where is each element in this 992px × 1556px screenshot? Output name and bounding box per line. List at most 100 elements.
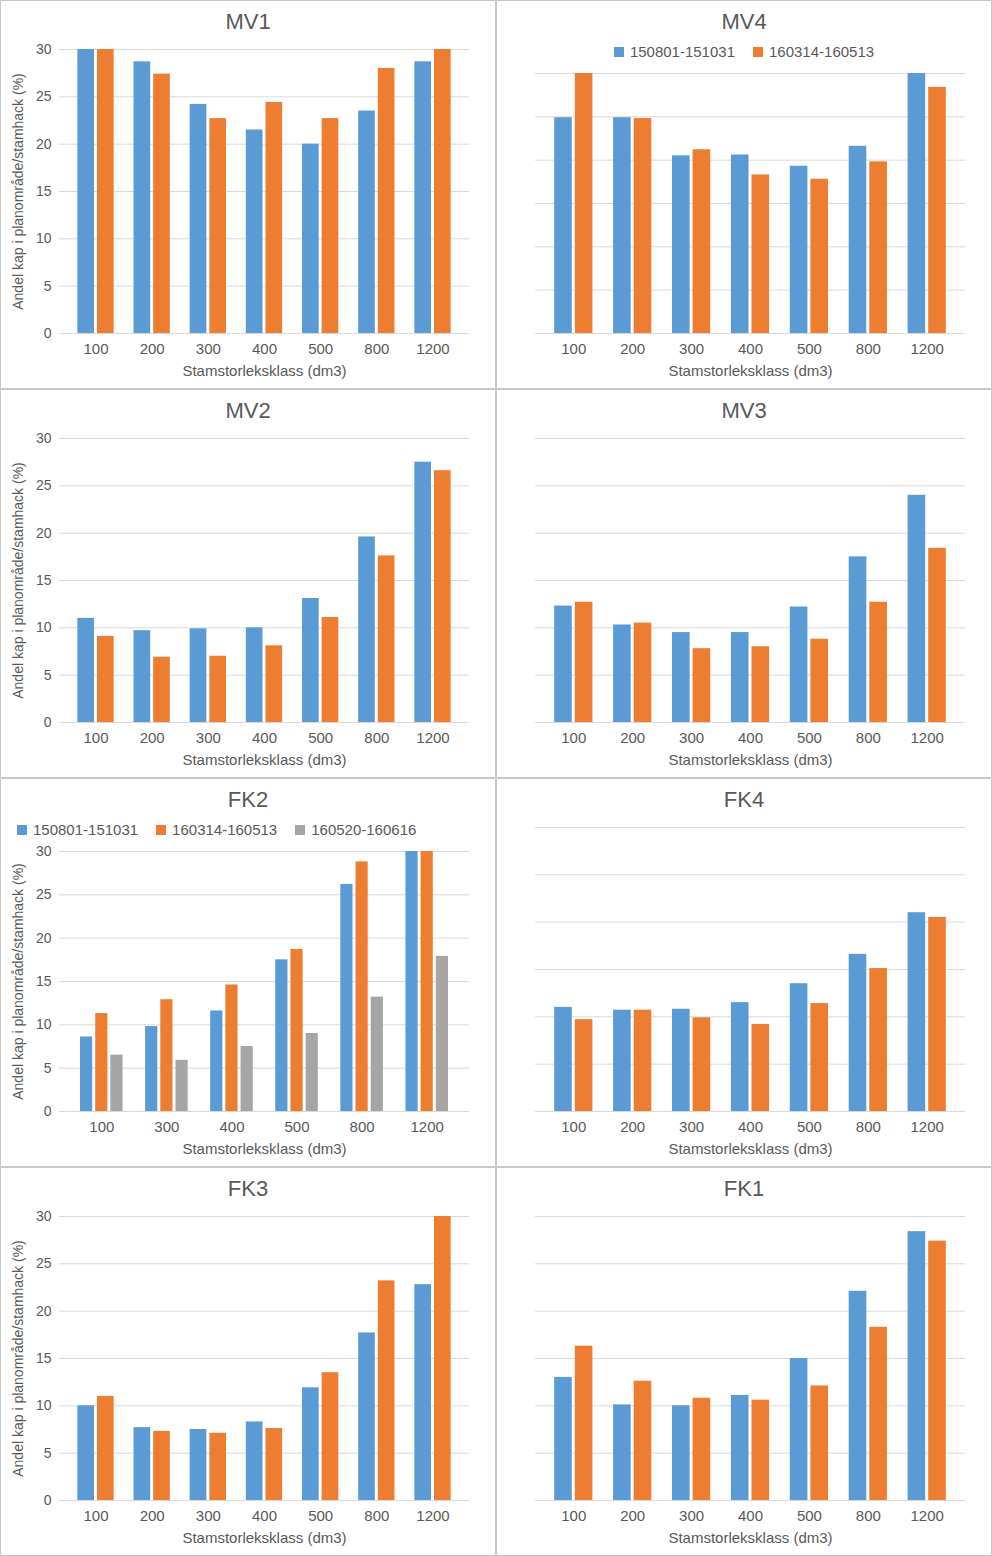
svg-text:500: 500 xyxy=(797,1118,822,1135)
svg-text:Stamstorleksklass (dm3): Stamstorleksklass (dm3) xyxy=(668,751,832,768)
svg-text:800: 800 xyxy=(364,340,389,357)
html-text:MV4: MV4 xyxy=(721,9,767,34)
svg-text:200: 200 xyxy=(620,1507,645,1524)
svg-text:500: 500 xyxy=(797,1507,822,1524)
svg-text:200: 200 xyxy=(620,729,645,746)
svg-text:15: 15 xyxy=(36,1350,52,1366)
svg-text:10: 10 xyxy=(36,1397,52,1413)
svg-text:500: 500 xyxy=(308,340,333,357)
html-text:FK2: FK2 xyxy=(227,787,269,812)
svg-text:Andel kap i planområde/stamhac: Andel kap i planområde/stamhack (%) xyxy=(10,863,26,1100)
svg-text:25: 25 xyxy=(36,1255,52,1271)
svg-text:800: 800 xyxy=(364,1507,389,1524)
svg-text:800: 800 xyxy=(364,729,389,746)
svg-text:100: 100 xyxy=(83,1507,108,1524)
svg-text:100: 100 xyxy=(561,729,586,746)
svg-text:0: 0 xyxy=(44,714,52,730)
svg-text:5: 5 xyxy=(44,667,52,683)
svg-text:20: 20 xyxy=(36,136,52,152)
svg-text:0: 0 xyxy=(44,1492,52,1508)
svg-text:30: 30 xyxy=(36,843,52,859)
svg-text:100: 100 xyxy=(561,340,586,357)
svg-text:1200: 1200 xyxy=(911,1507,944,1524)
svg-text:400: 400 xyxy=(252,729,277,746)
svg-text:500: 500 xyxy=(285,1118,310,1135)
svg-text:100: 100 xyxy=(561,1507,586,1524)
svg-text:25: 25 xyxy=(36,886,52,902)
svg-text:800: 800 xyxy=(856,340,881,357)
svg-text:5: 5 xyxy=(44,1060,52,1076)
svg-text:300: 300 xyxy=(679,340,704,357)
svg-text:300: 300 xyxy=(196,729,221,746)
svg-text:30: 30 xyxy=(36,430,52,446)
svg-text:800: 800 xyxy=(350,1118,375,1135)
svg-text:10: 10 xyxy=(36,619,52,635)
svg-text:Andel kap i planområde/stamhac: Andel kap i planområde/stamhack (%) xyxy=(10,1240,26,1477)
svg-text:0: 0 xyxy=(44,1103,52,1119)
svg-text:200: 200 xyxy=(620,1118,645,1135)
svg-text:10: 10 xyxy=(36,1016,52,1032)
svg-text:1200: 1200 xyxy=(416,340,449,357)
svg-text:20: 20 xyxy=(36,525,52,541)
svg-text:200: 200 xyxy=(620,340,645,357)
svg-text:800: 800 xyxy=(856,1507,881,1524)
svg-text:Stamstorleksklass (dm3): Stamstorleksklass (dm3) xyxy=(668,1140,832,1157)
svg-text:100: 100 xyxy=(561,1118,586,1135)
svg-text:300: 300 xyxy=(154,1118,179,1135)
svg-text:Andel kap i planområde/stamhac: Andel kap i planområde/stamhack (%) xyxy=(10,73,26,310)
svg-text:400: 400 xyxy=(738,340,763,357)
svg-text:200: 200 xyxy=(140,1507,165,1524)
svg-text:400: 400 xyxy=(738,1118,763,1135)
svg-text:1200: 1200 xyxy=(416,1507,449,1524)
svg-text:Stamstorleksklass (dm3): Stamstorleksklass (dm3) xyxy=(182,751,346,768)
svg-text:0: 0 xyxy=(44,325,52,341)
svg-text:200: 200 xyxy=(140,340,165,357)
svg-text:25: 25 xyxy=(36,477,52,493)
svg-text:15: 15 xyxy=(36,973,52,989)
svg-text:5: 5 xyxy=(44,278,52,294)
svg-text:15: 15 xyxy=(36,183,52,199)
svg-text:15: 15 xyxy=(36,572,52,588)
svg-text:500: 500 xyxy=(797,729,822,746)
svg-text:500: 500 xyxy=(797,340,822,357)
svg-text:Stamstorleksklass (dm3): Stamstorleksklass (dm3) xyxy=(182,362,346,379)
svg-text:300: 300 xyxy=(196,340,221,357)
html-text:MV3: MV3 xyxy=(721,398,767,423)
svg-text:20: 20 xyxy=(36,1303,52,1319)
svg-text:1200: 1200 xyxy=(411,1118,444,1135)
svg-text:20: 20 xyxy=(36,930,52,946)
html-text:MV1: MV1 xyxy=(225,9,271,34)
svg-text:Andel kap i planområde/stamhac: Andel kap i planområde/stamhack (%) xyxy=(10,462,26,699)
svg-text:Stamstorleksklass (dm3): Stamstorleksklass (dm3) xyxy=(182,1529,346,1546)
svg-text:100: 100 xyxy=(83,340,108,357)
html-text:MV2: MV2 xyxy=(225,398,271,423)
svg-text:1200: 1200 xyxy=(911,340,944,357)
svg-text:10: 10 xyxy=(36,230,52,246)
svg-text:100: 100 xyxy=(83,729,108,746)
svg-text:300: 300 xyxy=(679,1118,704,1135)
svg-text:400: 400 xyxy=(738,729,763,746)
svg-text:1200: 1200 xyxy=(911,1118,944,1135)
svg-text:500: 500 xyxy=(308,729,333,746)
svg-text:1200: 1200 xyxy=(911,729,944,746)
svg-text:400: 400 xyxy=(738,1507,763,1524)
svg-text:30: 30 xyxy=(36,41,52,57)
svg-text:200: 200 xyxy=(140,729,165,746)
svg-text:300: 300 xyxy=(679,729,704,746)
svg-text:5: 5 xyxy=(44,1445,52,1461)
svg-text:300: 300 xyxy=(196,1507,221,1524)
svg-text:Stamstorleksklass (dm3): Stamstorleksklass (dm3) xyxy=(668,1529,832,1546)
svg-text:800: 800 xyxy=(856,729,881,746)
svg-text:400: 400 xyxy=(252,340,277,357)
svg-text:400: 400 xyxy=(252,1507,277,1524)
svg-text:Stamstorleksklass (dm3): Stamstorleksklass (dm3) xyxy=(182,1140,346,1157)
svg-text:25: 25 xyxy=(36,88,52,104)
svg-text:500: 500 xyxy=(308,1507,333,1524)
svg-text:300: 300 xyxy=(679,1507,704,1524)
svg-text:Stamstorleksklass (dm3): Stamstorleksklass (dm3) xyxy=(668,362,832,379)
svg-text:800: 800 xyxy=(856,1118,881,1135)
svg-text:400: 400 xyxy=(219,1118,244,1135)
svg-text:30: 30 xyxy=(36,1208,52,1224)
svg-text:1200: 1200 xyxy=(416,729,449,746)
svg-text:100: 100 xyxy=(89,1118,114,1135)
